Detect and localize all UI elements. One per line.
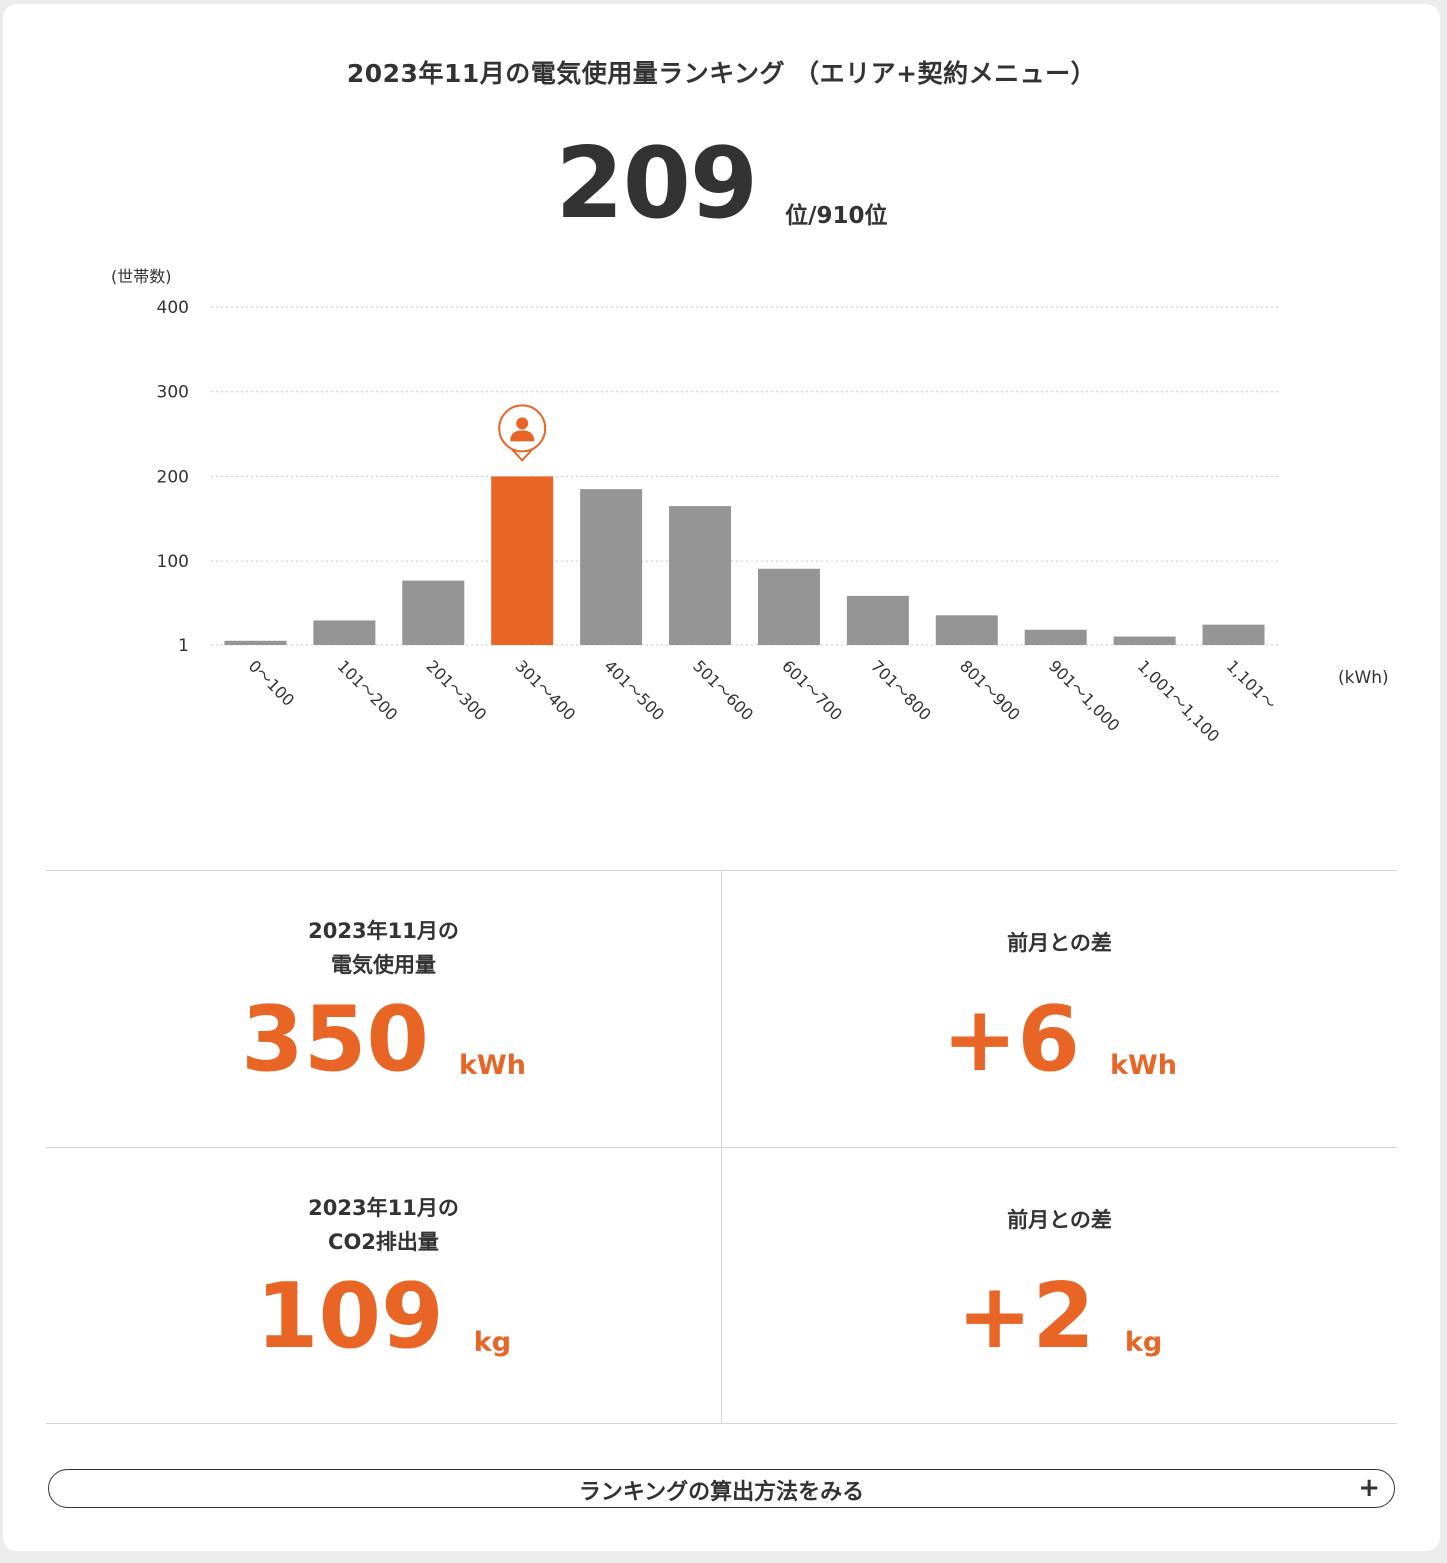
ranking-method-button-label: ランキングの算出方法をみる: [578, 1480, 865, 1505]
stat-usage-diff: 前月との差 +6 kWh: [722, 870, 1397, 1147]
bar: [757, 568, 820, 645]
stat-co2-value: 109: [255, 1264, 444, 1369]
x-tick-label: 601～700: [778, 656, 846, 724]
x-tick-label: 1,101～: [1223, 656, 1280, 713]
x-tick-label: 101～200: [334, 656, 402, 724]
x-tick-label: 801～900: [956, 656, 1024, 724]
y-axis-label: (世帯数): [111, 267, 172, 286]
stat-usage-diff-unit: kWh: [1110, 1050, 1177, 1081]
y-tick-label: 300: [157, 383, 189, 403]
x-tick-label: 0～100: [245, 656, 299, 710]
rank-number: 209: [555, 127, 759, 241]
plus-icon: +: [1358, 1473, 1380, 1503]
x-tick-label: 901～1,000: [1045, 656, 1124, 735]
bar: [224, 640, 287, 645]
stat-co2-unit: kg: [473, 1327, 512, 1358]
stat-co2-diff-label: 前月との差: [1007, 1208, 1112, 1232]
stat-co2-label: 2023年11月の CO2排出量: [46, 1191, 721, 1259]
rank-display: 209 位/910位: [3, 132, 1440, 236]
stat-co2-diff-unit: kg: [1124, 1327, 1163, 1358]
stat-co2-label-line1: 2023年11月の: [308, 1196, 459, 1220]
x-tick-label: 701～800: [867, 656, 935, 724]
bar: [669, 506, 732, 645]
bar: [1024, 629, 1087, 645]
y-tick-label: 100: [157, 552, 189, 572]
stat-co2: 2023年11月の CO2排出量 109 kg: [46, 1147, 721, 1424]
bar: [1202, 624, 1265, 645]
y-tick-label: 1: [178, 636, 189, 656]
x-tick-label: 501～600: [689, 656, 757, 724]
ranking-card: 2023年11月の電気使用量ランキング （エリア+契約メニュー） 209 位/91…: [3, 4, 1440, 1551]
bar: [846, 595, 909, 645]
bar-highlight: [491, 476, 554, 645]
bar: [935, 615, 998, 645]
x-tick-label: 1,001～1,100: [1134, 656, 1224, 746]
bar: [1113, 636, 1176, 645]
usage-distribution-chart: (世帯数) 1 100 200 300 400 0～100 101～200 201～300 301…: [111, 267, 1389, 746]
bar: [313, 620, 376, 645]
ranking-method-button[interactable]: ランキングの算出方法をみる +: [48, 1469, 1395, 1508]
stat-usage-label-line1: 2023年11月の: [308, 919, 459, 943]
stat-co2-diff-value: +2: [956, 1264, 1095, 1369]
x-tick-label: 301～400: [511, 656, 579, 724]
stat-usage: 2023年11月の 電気使用量 350 kWh: [46, 870, 721, 1147]
stat-usage-diff-value: +6: [941, 987, 1081, 1092]
page-title: 2023年11月の電気使用量ランキング （エリア+契約メニュー）: [346, 59, 1097, 88]
x-tick-label: 401～500: [600, 656, 668, 724]
x-tick-label: 201～300: [422, 656, 490, 724]
x-axis-label: (kWh): [1338, 668, 1389, 688]
stat-usage-unit: kWh: [458, 1050, 526, 1081]
y-tick-label: 400: [157, 298, 189, 318]
stat-usage-diff-label: 前月との差: [1007, 931, 1112, 955]
divider: [721, 870, 722, 1424]
rank-total: 位/910位: [785, 203, 888, 229]
stat-co2-label-line2: CO2排出量: [328, 1230, 439, 1254]
stat-usage-label: 2023年11月の 電気使用量: [46, 914, 721, 982]
stat-usage-label-line2: 電気使用量: [331, 953, 436, 977]
stat-usage-value: 350: [241, 987, 429, 1092]
user-pin-icon: [498, 404, 547, 462]
stats-grid: 2023年11月の 電気使用量 350 kWh 前月との差 +6 kWh 2023年…: [46, 870, 1397, 1424]
bar: [402, 580, 465, 645]
y-tick-label: 200: [157, 467, 189, 487]
bar: [580, 489, 643, 645]
stat-co2-diff: 前月との差 +2 kg: [722, 1147, 1397, 1424]
